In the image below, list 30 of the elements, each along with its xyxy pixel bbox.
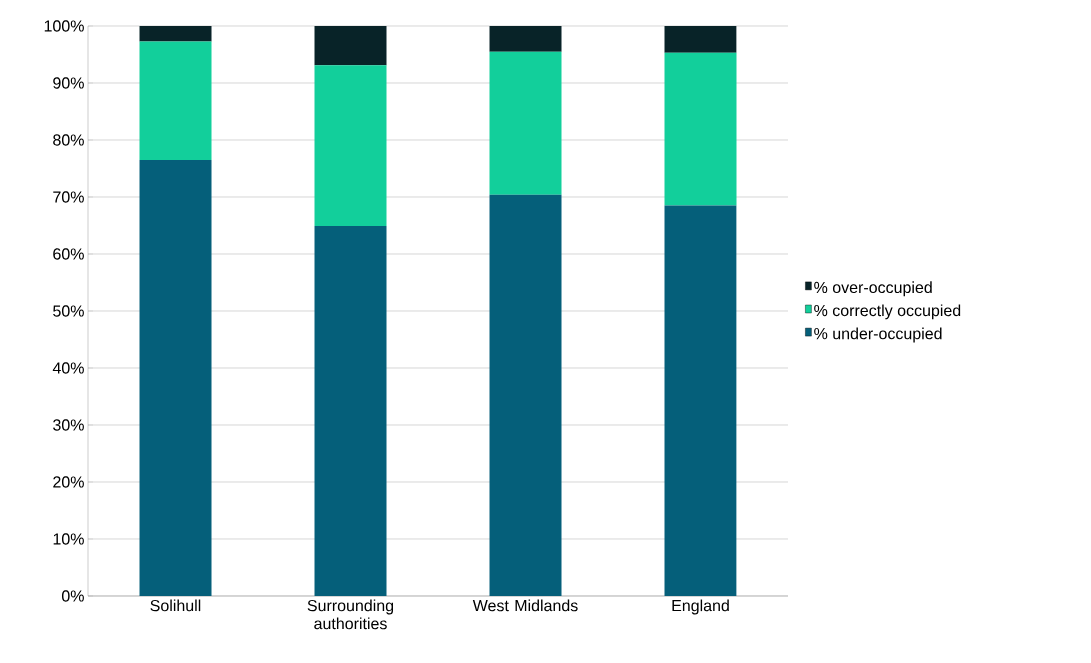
bar [139, 25, 212, 42]
y-tick-label: 70% [53, 191, 84, 203]
bar [314, 226, 387, 596]
legend-label: % correctly occupied [814, 304, 961, 320]
y-tick-label: 30% [53, 419, 84, 431]
bar [489, 25, 562, 52]
bar [314, 65, 387, 227]
x-tick-label: Surrounding authorities [307, 599, 394, 630]
y-tick-label: 40% [52, 362, 84, 374]
bar [489, 194, 562, 596]
bar [489, 51, 562, 195]
y-tick-label: 90% [53, 77, 84, 89]
bar [139, 159, 212, 596]
legend-label: % under-occupied [814, 327, 942, 343]
y-tick-label: 20% [53, 476, 84, 488]
x-tick-label: Solihull [150, 599, 201, 612]
y-tick-label: 10% [53, 533, 84, 545]
y-tick-label: 0% [61, 590, 84, 602]
y-tick-label: 80% [53, 134, 84, 146]
bar [314, 25, 387, 66]
y-tick-label: 100% [44, 20, 84, 32]
bar [664, 25, 737, 53]
bar [664, 205, 737, 596]
x-tick-label: England [672, 599, 729, 615]
x-tick-label: West Midlands [472, 599, 578, 612]
y-tick-label: 50% [53, 305, 84, 317]
bar [139, 41, 212, 160]
legend-label: % over-occupied [814, 281, 932, 297]
bar [664, 52, 737, 206]
y-tick-label: 60% [53, 248, 84, 260]
